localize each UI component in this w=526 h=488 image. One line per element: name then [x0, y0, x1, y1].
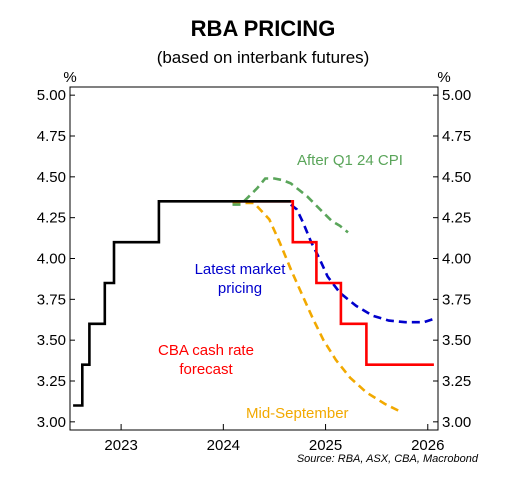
series-line-cba-forecast: [232, 200, 434, 366]
right-y-tick-label: 3.75: [442, 291, 471, 308]
x-tick-label: 2024: [207, 437, 240, 454]
right-y-unit: %: [437, 69, 450, 86]
y-axis-ticks: 5.00 5.00 4.75 4.75 4.50 4.50 4.25 4.25 4.00 4.00…: [37, 87, 471, 431]
right-y-tick-label: 4.00: [442, 251, 471, 268]
x-axis-ticks: 2023 2024 2025 2026: [104, 424, 444, 454]
right-y-tick-label: 5.00: [442, 87, 471, 104]
right-y-tick-label: 4.50: [442, 169, 471, 186]
left-y-tick-label: 3.50: [37, 332, 66, 349]
series-line-actual-cash-rate: [73, 200, 291, 407]
plot-frame: [69, 86, 439, 431]
left-y-tick-label: 5.00: [37, 87, 66, 104]
left-y-tick-label: 4.75: [37, 128, 66, 145]
annotation-latest-market-line1: Latest market: [195, 261, 287, 278]
series-line-mid-september: [232, 201, 402, 414]
series-line-after-q1-24-cpi: [232, 177, 349, 234]
chart-subtitle: (based on interbank futures): [157, 48, 370, 67]
left-y-tick-label: 3.75: [37, 291, 66, 308]
x-tick-label: 2025: [309, 437, 342, 454]
left-y-tick-label: 3.25: [37, 373, 66, 390]
chart-title: RBA PRICING: [191, 16, 336, 41]
left-y-tick-label: 4.00: [37, 251, 66, 268]
series-line-latest-market-pricing: [289, 203, 435, 324]
x-tick-label: 2026: [411, 437, 444, 454]
right-y-tick-label: 4.75: [442, 128, 471, 145]
left-y-tick-label: 4.50: [37, 169, 66, 186]
annotation-after-q1-cpi: After Q1 24 CPI: [297, 152, 403, 169]
left-y-tick-label: 4.25: [37, 210, 66, 227]
right-y-tick-label: 3.50: [442, 332, 471, 349]
series-lines: [73, 177, 435, 414]
right-y-tick-label: 4.25: [442, 210, 471, 227]
right-y-tick-label: 3.00: [442, 414, 471, 431]
left-y-unit: %: [63, 69, 76, 86]
annotation-mid-september: Mid-September: [246, 405, 349, 422]
source-note: Source: RBA, ASX, CBA, Macrobond: [297, 453, 479, 465]
annotation-cba-forecast-line2: forecast: [179, 361, 233, 378]
x-tick-label: 2023: [104, 437, 137, 454]
right-y-tick-label: 3.25: [442, 373, 471, 390]
left-y-tick-label: 3.00: [37, 414, 66, 431]
annotation-cba-forecast-line1: CBA cash rate: [158, 342, 254, 359]
annotation-latest-market-line2: pricing: [218, 280, 262, 297]
